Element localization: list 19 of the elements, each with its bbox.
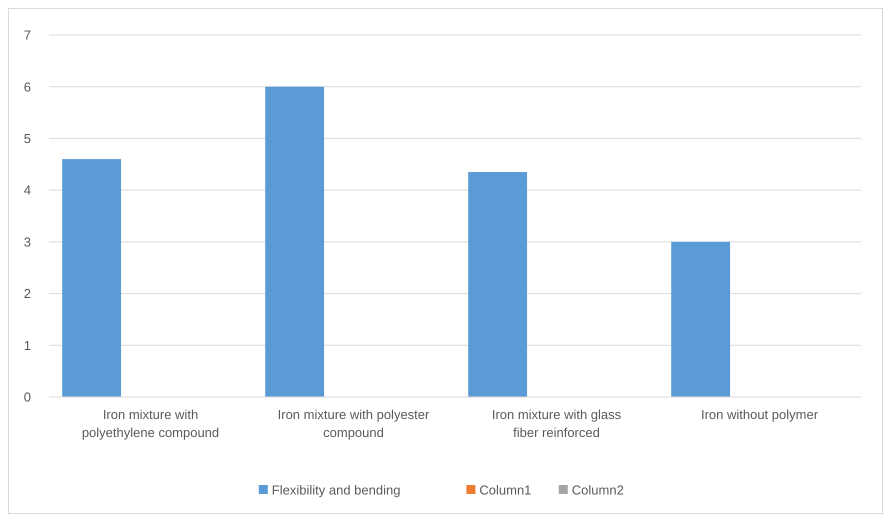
legend-label: Column2 <box>572 482 624 498</box>
bar <box>468 172 528 397</box>
bar <box>62 159 122 397</box>
y-tick-label: 3 <box>24 234 31 250</box>
x-tick-label: Iron mixture with polyethylene compound <box>82 407 220 440</box>
legend-label: Column1 <box>479 482 532 498</box>
bar <box>671 242 730 397</box>
y-tick-label: 1 <box>24 338 31 353</box>
y-tick-label: 4 <box>24 182 31 198</box>
bar <box>265 86 324 397</box>
x-tick-label: Iron mixture with polyester compound <box>278 407 430 440</box>
y-tick-label: 7 <box>24 28 31 43</box>
x-tick-label: Iron without polymer <box>700 407 819 422</box>
y-tick-label: 5 <box>24 130 31 146</box>
legend-label: Flexibility and bending <box>272 482 400 498</box>
x-tick-label: Iron mixture with glass fiber reinforced <box>492 407 622 440</box>
y-tick-label: 6 <box>24 79 31 94</box>
y-tick-label: 0 <box>24 390 31 405</box>
y-tick-label: 2 <box>24 286 31 302</box>
